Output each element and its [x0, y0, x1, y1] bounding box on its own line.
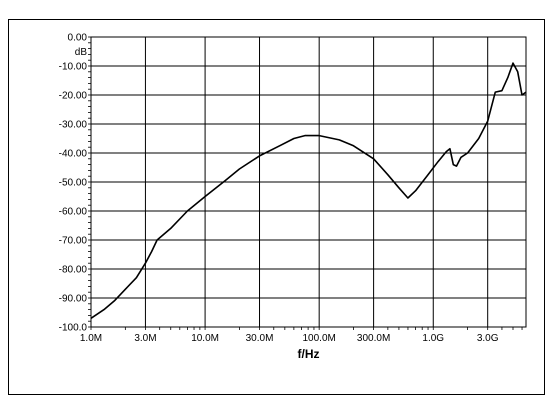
x-tick-label: 100.0M [302, 333, 335, 344]
y-tick-label: -60.00 [59, 207, 88, 218]
y-tick-label: -100.0 [59, 323, 88, 334]
y-tick-label: -30.00 [59, 120, 88, 131]
y-tick-label: -10.00 [59, 62, 88, 73]
x-tick-label: 3.0M [134, 333, 156, 344]
x-tick-label: 300.0M [357, 333, 390, 344]
y-tick-label: 0.00 [68, 33, 88, 44]
series-line [90, 62, 527, 319]
y-tick-label: -70.00 [59, 236, 88, 247]
y-tick-label: -90.00 [59, 294, 88, 305]
y-tick-label: -80.00 [59, 265, 88, 276]
x-tick-label: 3.0G [477, 333, 499, 344]
plot-area [90, 36, 527, 328]
x-tick-label: 1.0G [422, 333, 444, 344]
x-tick-label: 1.0M [80, 333, 102, 344]
y-tick-labels: 0.00 -10.00 -20.00 -30.00 -40.00 -50.00 -60.00… [59, 33, 88, 334]
x-axis-title: f/Hz [298, 347, 320, 361]
outer-border [8, 19, 545, 395]
y-tick-label: -50.00 [59, 178, 88, 189]
y-unit-label: dB [75, 47, 88, 58]
x-tick-label: 10.0M [191, 333, 219, 344]
y-tick-label: -40.00 [59, 149, 88, 160]
series [90, 62, 527, 319]
grid [88, 36, 526, 330]
x-tick-labels: 1.0M 3.0M 10.0M 30.0M 100.0M 300.0M 1.0G 3.0G [80, 333, 499, 344]
x-tick-label: 30.0M [246, 333, 274, 344]
y-tick-label: -20.00 [59, 91, 88, 102]
